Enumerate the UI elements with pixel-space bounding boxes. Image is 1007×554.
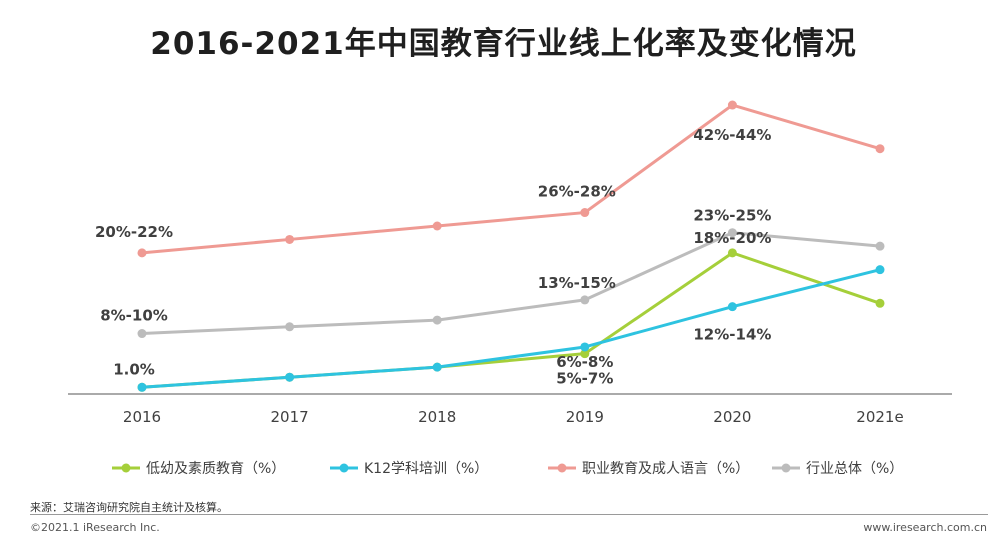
- legend-label: 职业教育及成人语言（%）: [582, 461, 749, 477]
- series-line-0: [141, 251, 881, 389]
- data-label-6: 5%-7%: [556, 370, 613, 388]
- series-line-2: [141, 103, 881, 255]
- data-label-0: 20%-22%: [95, 223, 173, 241]
- data-point-2-3: [580, 208, 590, 218]
- data-label-8: 23%-25%: [693, 207, 771, 225]
- copyright-text: ©2021.1 iResearch Inc.: [30, 521, 160, 534]
- source-note: 来源：艾瑞咨询研究院自主统计及核算。: [30, 501, 228, 514]
- x-tick-label-4: 2020: [713, 408, 751, 426]
- data-point-2-1: [285, 234, 295, 244]
- data-label-7: 42%-44%: [693, 126, 771, 144]
- series-line-1: [141, 268, 881, 389]
- data-point-1-1: [285, 372, 295, 382]
- legend-label: 低幼及素质教育（%）: [146, 461, 285, 477]
- data-point-2-5: [875, 144, 885, 154]
- data-point-3-3: [580, 295, 590, 305]
- data-point-2-2: [432, 221, 442, 231]
- legend-swatch-dot: [339, 463, 349, 473]
- data-point-3-1: [285, 322, 295, 332]
- data-point-0-4: [727, 248, 737, 258]
- data-label-3: 26%-28%: [538, 183, 616, 201]
- legend-swatch-dot: [557, 463, 567, 473]
- data-point-1-3: [580, 342, 590, 352]
- legend-label: 行业总体（%）: [806, 461, 903, 477]
- chart-title: 2016-2021年中国教育行业线上化率及变化情况: [150, 26, 857, 62]
- data-point-3-5: [875, 241, 885, 251]
- x-tick-labels: 2016 2017 2018 2019 2020 2021e: [123, 408, 904, 426]
- footer-divider: [30, 514, 988, 515]
- x-tick-label-1: 2017: [271, 408, 309, 426]
- legend-item-3: 行业总体（%）: [772, 461, 903, 477]
- x-tick-label-3: 2019: [566, 408, 604, 426]
- legend-swatch-dot: [781, 463, 791, 473]
- data-point-1-0: [137, 382, 147, 392]
- legend: 低幼及素质教育（%） K12学科培训（%） 职业教育及成人语言（%） 行业总体（%）: [112, 461, 903, 477]
- data-label-10: 12%-14%: [693, 326, 771, 344]
- data-point-1-5: [875, 265, 885, 275]
- data-label-5: 6%-8%: [556, 353, 613, 371]
- series-layer: [137, 100, 885, 392]
- legend-label: K12学科培训（%）: [364, 461, 488, 477]
- data-label-9: 18%-20%: [693, 229, 771, 247]
- x-tick-label-0: 2016: [123, 408, 161, 426]
- legend-item-2: 职业教育及成人语言（%）: [548, 461, 749, 477]
- data-point-1-2: [432, 362, 442, 372]
- legend-item-1: K12学科培训（%）: [330, 461, 488, 477]
- data-point-2-4: [727, 100, 737, 110]
- legend-swatch-dot: [121, 463, 131, 473]
- data-label-4: 13%-15%: [538, 274, 616, 292]
- data-point-3-4: [727, 228, 737, 238]
- series-line-3: [141, 231, 881, 336]
- data-point-0-3: [580, 349, 590, 359]
- x-tick-label-2: 2018: [418, 408, 456, 426]
- x-tick-label-5: 2021e: [856, 408, 903, 426]
- data-point-1-4: [727, 302, 737, 312]
- data-point-0-5: [875, 298, 885, 308]
- data-point-2-0: [137, 248, 147, 258]
- data-label-1: 8%-10%: [100, 307, 168, 325]
- data-point-3-2: [432, 315, 442, 325]
- data-labels: 20%-22% 8%-10% 1.0% 26%-28% 13%-15% 6%-8%5%-7…: [95, 126, 771, 388]
- data-point-3-0: [137, 329, 147, 339]
- data-label-2: 1.0%: [113, 360, 155, 378]
- website-link[interactable]: www.iresearch.com.cn: [863, 521, 987, 534]
- legend-item-0: 低幼及素质教育（%）: [112, 461, 285, 477]
